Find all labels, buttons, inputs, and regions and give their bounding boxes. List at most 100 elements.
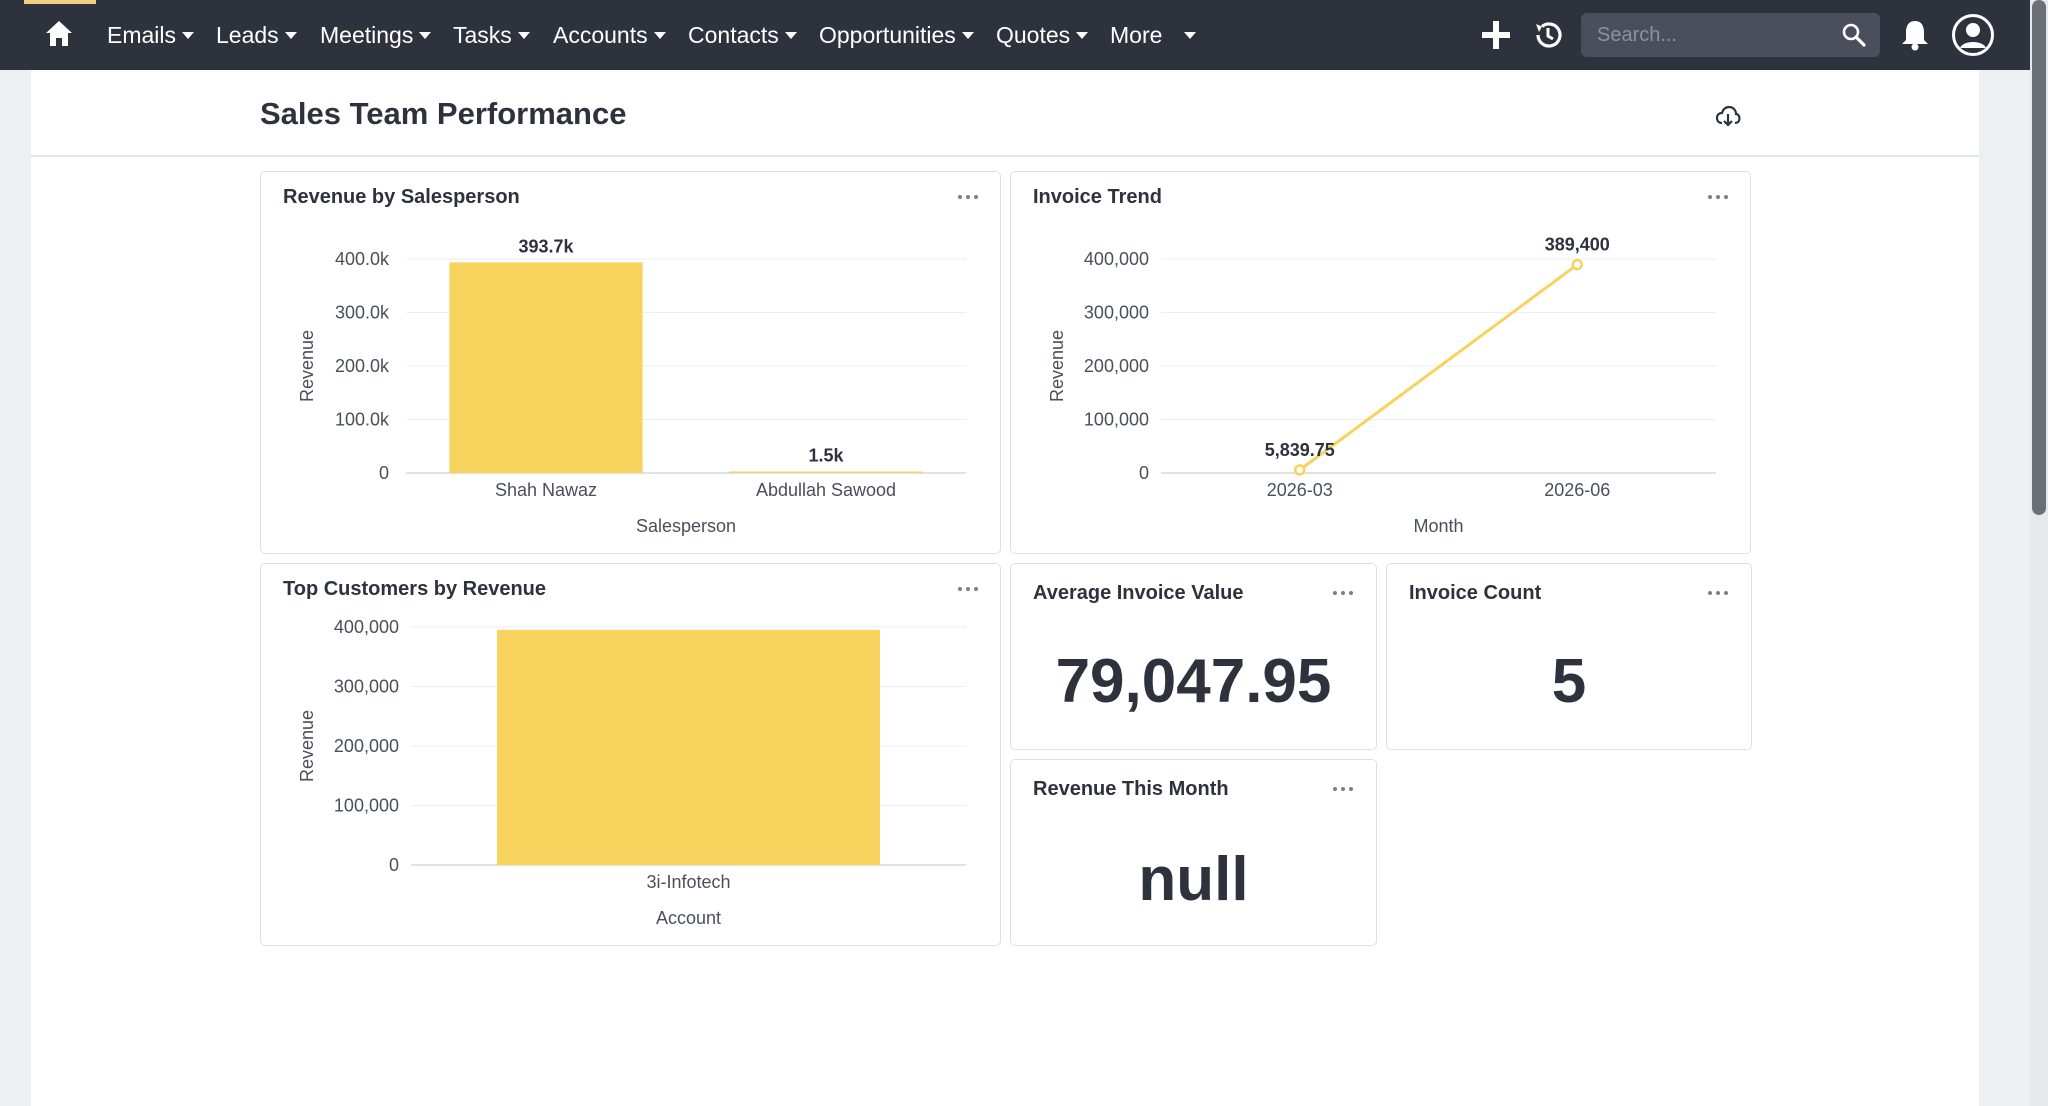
y-tick-label: 400,000 <box>1084 249 1149 269</box>
scrollbar-thumb[interactable] <box>2032 0 2046 515</box>
metric-value: 79,047.95 <box>1055 647 1332 716</box>
data-point <box>1571 258 1583 271</box>
y-tick-label: 300,000 <box>334 677 399 697</box>
card-menu-icon[interactable] <box>1706 190 1730 202</box>
average-invoice-value-card: Average Invoice Value 79,047.95 <box>1010 563 1377 750</box>
data-label: 393.7k <box>518 236 574 256</box>
card-title: Top Customers by Revenue <box>283 578 547 600</box>
nav-item-accounts[interactable]: Accounts <box>553 0 666 70</box>
revenue-by-salesperson-chart: 0 100.0k 200.0k 300.0k 400.0k Revenue Salesper… <box>297 236 966 536</box>
card-menu-icon[interactable] <box>1331 586 1355 598</box>
card-title: Invoice Trend <box>1033 186 1162 208</box>
nav-item-emails[interactable]: Emails <box>107 0 195 70</box>
x-axis-label: Month <box>1413 516 1463 536</box>
bar <box>449 262 643 473</box>
y-tick-label: 300,000 <box>1084 303 1149 323</box>
search-icon[interactable] <box>1842 23 1866 47</box>
bar <box>729 471 923 473</box>
cloud-download-icon[interactable] <box>1715 103 1741 129</box>
chevron-down-icon <box>1076 32 1089 39</box>
chevron-down-icon <box>182 32 195 39</box>
invoice-trend-card: Invoice Trend 0 100,000 200,000 300,000 400,… <box>1010 171 1751 554</box>
y-tick-label: 100,000 <box>1084 410 1149 430</box>
nav-item-label: Emails <box>107 22 177 48</box>
y-tick-label: 200,000 <box>334 736 399 756</box>
nav-item-meetings[interactable]: Meetings <box>320 0 432 70</box>
y-axis-label: Revenue <box>297 710 317 782</box>
chevron-down-icon <box>419 32 432 39</box>
card-title: Invoice Count <box>1409 582 1542 604</box>
search-input[interactable] <box>1581 13 1831 57</box>
y-axis-label: Revenue <box>297 330 317 402</box>
y-tick-label: 300.0k <box>335 303 390 323</box>
data-label: 1.5k <box>808 446 844 466</box>
x-tick-label: 3i-Infotech <box>646 872 730 892</box>
history-icon[interactable] <box>1529 16 1567 54</box>
x-tick-label: Shah Nawaz <box>495 480 597 500</box>
top-navbar: Emails Leads Meetings Tasks Accounts Contacts… <box>0 0 2048 70</box>
top-customers-chart: 0 100,000 200,000 300,000 400,000 Revenue Acco… <box>297 617 966 928</box>
invoice-count-card: Invoice Count 5 <box>1386 563 1752 750</box>
nav-item-leads[interactable]: Leads <box>216 0 297 70</box>
chevron-down-icon <box>961 32 974 39</box>
home-icon[interactable] <box>44 18 74 48</box>
card-menu-icon[interactable] <box>956 190 980 202</box>
nav-item-label: More <box>1110 22 1163 48</box>
nav-item-contacts[interactable]: Contacts <box>688 0 797 70</box>
card-menu-icon[interactable] <box>956 582 980 594</box>
nav-item-label: Accounts <box>553 22 648 48</box>
x-axis-label: Account <box>656 908 721 928</box>
invoice-trend-chart: 0 100,000 200,000 300,000 400,000 Revenue Mont… <box>1047 235 1716 536</box>
x-tick-label: 2026-06 <box>1544 480 1610 500</box>
y-tick-label: 400,000 <box>334 617 399 637</box>
card-menu-icon[interactable] <box>1331 782 1355 794</box>
nav-item-label: Tasks <box>453 22 512 48</box>
chevron-down-icon <box>653 32 666 39</box>
revenue-this-month-card: Revenue This Month null <box>1010 759 1377 946</box>
x-axis-label: Salesperson <box>636 516 736 536</box>
nav-item-label: Meetings <box>320 22 414 48</box>
header-divider <box>31 155 1979 157</box>
page-title: Sales Team Performance <box>260 96 627 131</box>
y-tick-label: 200,000 <box>1084 356 1149 376</box>
bar <box>497 629 880 865</box>
chevron-down-icon <box>1184 32 1197 39</box>
x-tick-label: 2026-03 <box>1267 480 1333 500</box>
card-title: Revenue by Salesperson <box>283 186 520 208</box>
plus-icon[interactable] <box>1477 16 1515 54</box>
nav-item-label: Quotes <box>996 22 1071 48</box>
card-menu-icon[interactable] <box>1706 586 1730 598</box>
y-tick-label: 200.0k <box>335 356 390 376</box>
active-indicator <box>24 0 96 4</box>
y-axis-label: Revenue <box>1047 330 1067 402</box>
y-tick-label: 0 <box>1139 463 1149 483</box>
nav-item-label: Contacts <box>688 22 779 48</box>
card-title: Revenue This Month <box>1033 778 1229 800</box>
nav-item-label: Opportunities <box>819 22 956 48</box>
data-label: 389,400 <box>1545 235 1610 255</box>
y-tick-label: 0 <box>379 463 389 483</box>
series-line <box>1298 263 1579 472</box>
chevron-down-icon <box>284 32 297 39</box>
metric-value: 5 <box>1551 647 1587 716</box>
search-box[interactable] <box>1581 13 1880 57</box>
nav-item-opportunities[interactable]: Opportunities <box>819 0 974 70</box>
metric-value: null <box>1138 845 1249 914</box>
revenue-by-salesperson-card: Revenue by Salesperson 0 100.0k 200.0k 300.… <box>260 171 1001 554</box>
nav-item-more[interactable]: More <box>1110 0 1197 70</box>
nav-item-tasks[interactable]: Tasks <box>453 0 530 70</box>
y-tick-label: 0 <box>389 855 399 875</box>
x-tick-label: Abdullah Sawood <box>756 480 896 500</box>
nav-item-quotes[interactable]: Quotes <box>996 0 1089 70</box>
chevron-down-icon <box>784 32 797 39</box>
y-tick-label: 100,000 <box>334 796 399 816</box>
card-title: Average Invoice Value <box>1033 582 1244 604</box>
user-avatar-icon[interactable] <box>1951 13 1995 57</box>
top-customers-card: Top Customers by Revenue 0 100,000 200,000… <box>260 563 1001 946</box>
chevron-down-icon <box>517 32 530 39</box>
data-point <box>1294 464 1306 476</box>
data-label: 5,839.75 <box>1265 440 1335 460</box>
bell-icon[interactable] <box>1896 16 1934 54</box>
nav-item-label: Leads <box>216 22 279 48</box>
y-tick-label: 400.0k <box>335 249 390 269</box>
